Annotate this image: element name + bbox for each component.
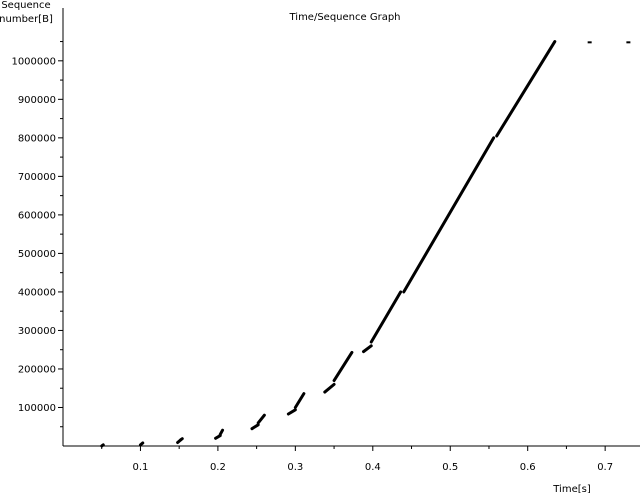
- sequence-point: [626, 41, 631, 44]
- y-axis-title-line1: Sequence: [1, 0, 50, 11]
- x-tick-label: 0.1: [132, 462, 148, 473]
- sequence-segment: [286, 408, 297, 416]
- x-tick-label: 0.4: [365, 462, 381, 473]
- y-axis-title-line2: number[B]: [0, 14, 53, 25]
- sequence-segment: [362, 344, 373, 354]
- sequence-segment: [100, 443, 105, 448]
- y-tick-label: 500000: [18, 249, 56, 260]
- sequence-segment: [495, 40, 557, 138]
- sequence-segment: [323, 382, 336, 394]
- sequence-segment: [402, 136, 496, 294]
- y-tick-label: 800000: [18, 133, 56, 144]
- sequence-segment: [214, 434, 222, 440]
- sequence-segment: [179, 437, 184, 442]
- sequence-segment: [293, 392, 306, 409]
- sequence-segment: [250, 423, 260, 431]
- sequence-segment: [256, 413, 266, 425]
- chart-title: Time/Sequence Graph: [288, 12, 400, 23]
- y-tick-label: 900000: [18, 95, 56, 106]
- y-tick-label: 600000: [18, 210, 56, 221]
- x-tick-label: 0.2: [210, 462, 226, 473]
- y-tick-label: 300000: [18, 326, 56, 337]
- y-tick-label: 100000: [18, 403, 56, 414]
- x-tick-label: 0.6: [520, 462, 536, 473]
- sequence-point: [587, 41, 592, 44]
- sequence-segment: [218, 428, 225, 436]
- x-tick-label: 0.7: [597, 462, 613, 473]
- x-tick-label: 0.5: [442, 462, 458, 473]
- y-tick-label: 200000: [18, 364, 56, 375]
- x-axis-title: Time[s]: [552, 484, 591, 493]
- y-axis-ticks: 100000 200000 300000 400000 500000 600000 7000…: [11, 41, 63, 428]
- x-tick-label: 0.3: [287, 462, 303, 473]
- y-tick-label: 1000000: [11, 56, 56, 67]
- y-tick-label: 700000: [18, 172, 56, 183]
- sequence-segment: [369, 290, 403, 344]
- sequence-segment: [332, 350, 354, 383]
- sequence-segment: [138, 441, 145, 447]
- x-axis-ticks: 0.1 0.2 0.3 0.4 0.5 0.6 0.7: [101, 446, 613, 473]
- sequence-marks: [100, 40, 631, 448]
- y-tick-label: 400000: [18, 287, 56, 298]
